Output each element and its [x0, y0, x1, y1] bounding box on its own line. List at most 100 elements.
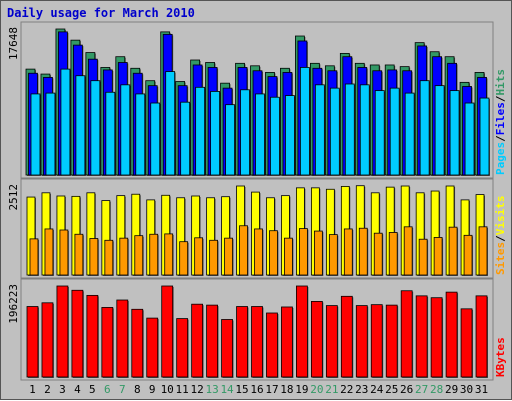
sites-bar-day-2: [44, 228, 54, 276]
pages-bar-day-24: [374, 90, 385, 176]
sites-bar-day-3: [59, 229, 69, 276]
legend-hits-4: Hits: [494, 69, 507, 96]
sites-bar-day-6: [104, 239, 114, 276]
pages-bar-day-22: [344, 83, 355, 176]
kbytes-bar-day-12: [191, 303, 204, 378]
sites-bar-day-13: [209, 239, 218, 276]
pages-bar-day-31: [479, 97, 490, 176]
pages-bar-day-14: [225, 104, 235, 176]
sites-bar-day-26: [403, 226, 413, 276]
legend-visits-2: Visits: [494, 196, 507, 236]
kbytes-bar-day-4: [71, 289, 84, 378]
kbytes-bar-day-18: [281, 306, 293, 378]
sites-bar-day-23: [358, 227, 368, 276]
kbytes-bar-day-31: [475, 295, 488, 378]
pages-bar-day-18: [285, 95, 295, 176]
sites-bar-day-5: [89, 238, 99, 276]
pages-bar-day-9: [150, 102, 161, 176]
pages-bar-day-28: [434, 85, 445, 176]
day-label-20: 20: [310, 383, 323, 396]
kbytes-bar-day-26: [400, 290, 413, 378]
day-label-10: 10: [161, 383, 174, 396]
pages-bar-day-3: [60, 68, 71, 176]
visits-panel: 2512 Sites/Visits: [7, 184, 507, 276]
sites-bar-day-11: [179, 241, 189, 276]
sites-bar-day-19: [299, 228, 308, 276]
day-label-31: 31: [475, 383, 488, 396]
pages-bar-day-10: [165, 71, 176, 176]
kbytes-bar-day-25: [385, 304, 398, 378]
kbytes-bar-day-9: [146, 317, 159, 378]
sites-bar-day-31: [478, 226, 488, 276]
sites-bar-day-16: [254, 228, 263, 276]
day-label-26: 26: [400, 383, 413, 396]
pages-bar-day-17: [270, 96, 280, 176]
hits-panel-max-label: 17648: [7, 27, 20, 60]
sites-bar-day-24: [373, 232, 383, 276]
visits-panel-legend: Sites/Visits: [494, 196, 507, 276]
pages-bar-day-2: [45, 92, 56, 176]
visits-panel-max-label: 2512: [7, 184, 20, 211]
day-label-24: 24: [370, 383, 384, 396]
sites-bar-day-12: [194, 237, 204, 276]
day-label-14: 14: [220, 383, 234, 396]
day-label-5: 5: [89, 383, 96, 396]
pages-bar-day-13: [210, 91, 220, 176]
sites-bar-day-17: [269, 230, 278, 276]
day-label-9: 9: [149, 383, 156, 396]
legend-kbytes-0: KBytes: [494, 337, 507, 377]
kbytes-bar-day-30: [460, 308, 473, 378]
panel-border-2: [20, 178, 494, 279]
sites-bar-day-30: [463, 234, 473, 276]
kbytes-panel-max-label: 196223: [7, 284, 20, 324]
kbytes-panel: 196223 KBytes: [7, 284, 507, 378]
pages-bar-day-15: [240, 89, 250, 176]
sites-bar-day-7: [119, 237, 129, 276]
pages-bar-day-5: [90, 80, 101, 176]
hits-panel-legend: Pages/Files/Hits: [494, 69, 507, 175]
kbytes-bar-day-17: [266, 312, 278, 378]
pages-bar-day-1: [30, 93, 41, 176]
day-label-25: 25: [385, 383, 398, 396]
day-label-7: 7: [119, 383, 126, 396]
day-label-6: 6: [104, 383, 111, 396]
day-label-30: 30: [460, 383, 473, 396]
day-label-11: 11: [176, 383, 189, 396]
legend-pages-0: Pages: [494, 142, 507, 175]
day-label-29: 29: [445, 383, 458, 396]
kbytes-bar-day-5: [86, 294, 99, 378]
kbytes-bar-day-15: [236, 306, 248, 378]
kbytes-bar-day-28: [430, 297, 443, 378]
day-label-16: 16: [250, 383, 263, 396]
sites-bar-day-1: [29, 238, 39, 276]
sites-bar-day-9: [149, 233, 159, 276]
kbytes-bar-day-22: [340, 295, 353, 378]
pages-bar-day-4: [75, 75, 86, 176]
pages-bar-day-7: [120, 84, 131, 176]
day-label-21: 21: [325, 383, 338, 396]
day-label-1: 1: [29, 383, 36, 396]
day-label-8: 8: [134, 383, 141, 396]
pages-bar-day-6: [105, 91, 116, 176]
kbytes-bar-day-2: [41, 302, 54, 378]
legend-files-2: Files: [494, 102, 507, 135]
sites-bar-day-27: [418, 238, 428, 276]
sites-bar-day-18: [284, 237, 293, 276]
kbytes-bar-day-16: [251, 306, 263, 378]
panel-border-1: [20, 21, 494, 179]
kbytes-panel-legend: KBytes: [494, 337, 507, 377]
kbytes-bar-day-1: [26, 306, 39, 378]
day-label-22: 22: [340, 383, 353, 396]
legend-sites-0: Sites: [494, 242, 507, 275]
day-label-3: 3: [59, 383, 66, 396]
day-label-17: 17: [265, 383, 278, 396]
day-label-15: 15: [235, 383, 248, 396]
pages-bar-day-25: [389, 87, 400, 176]
kbytes-bar-day-7: [116, 299, 129, 378]
sites-bar-day-8: [134, 235, 144, 276]
sites-bar-day-20: [313, 230, 323, 276]
kbytes-bar-day-13: [206, 304, 218, 378]
pages-bar-day-20: [314, 84, 325, 176]
kbytes-bar-day-21: [325, 305, 338, 378]
